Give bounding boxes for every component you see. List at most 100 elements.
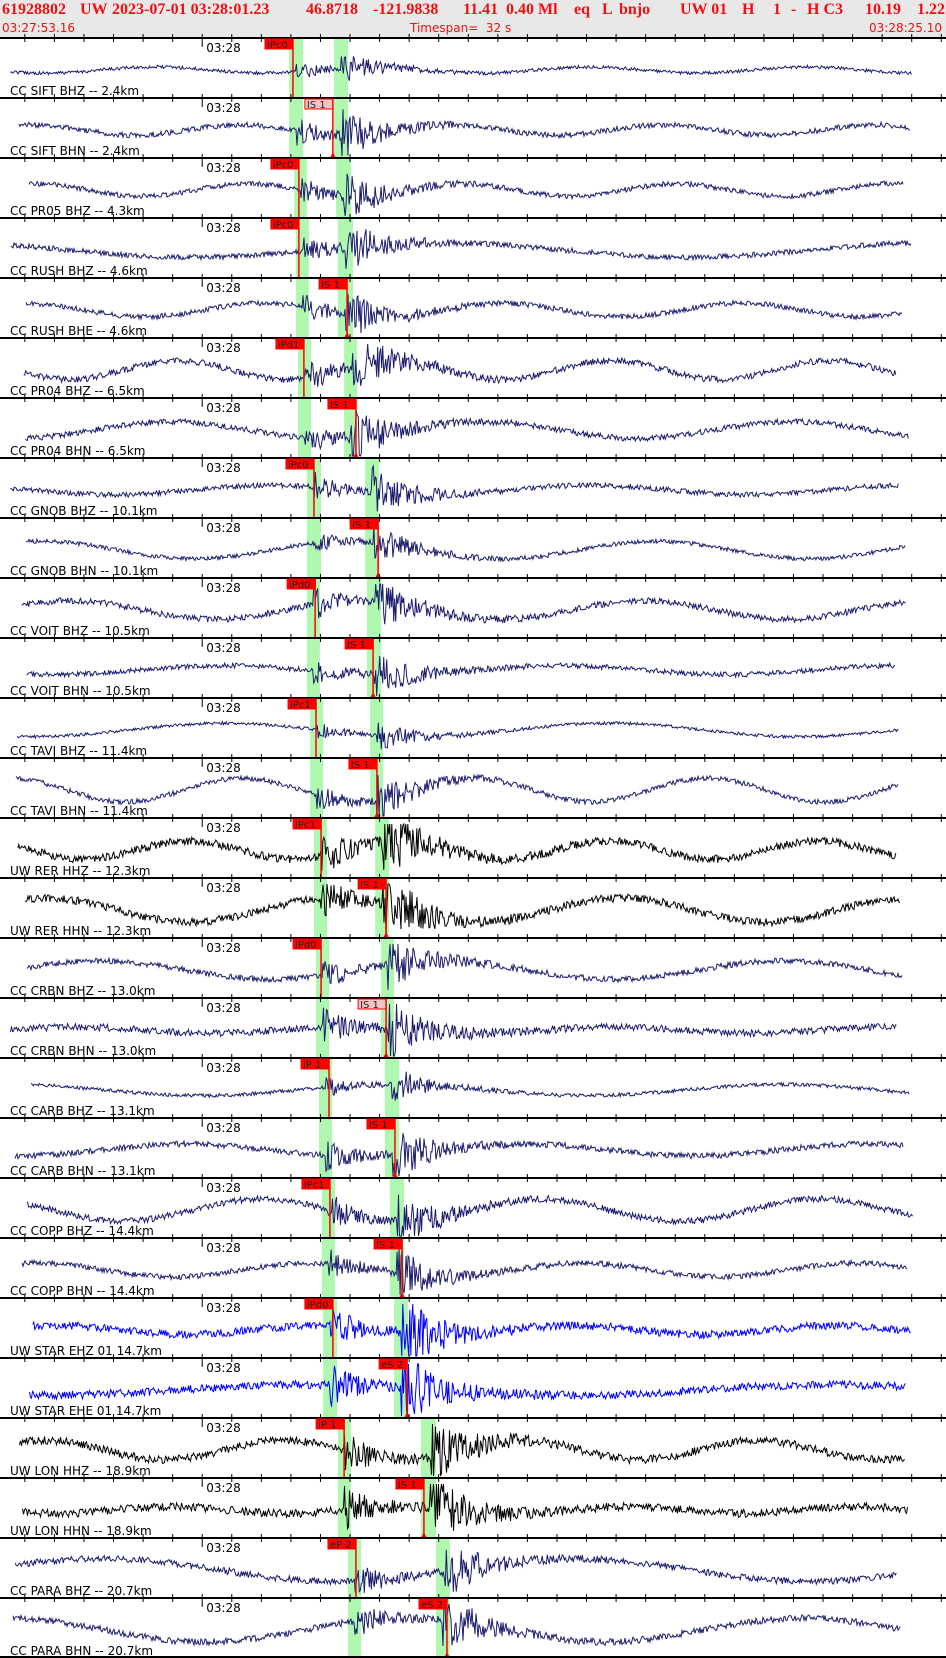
trace-row[interactable]: 03:28 UW RER HHN -- 12.3km IS 1 — [0, 874, 946, 938]
waveform — [12, 1603, 901, 1647]
phase-pick[interactable]: eS 2 — [378, 1358, 411, 1418]
trace-row[interactable]: 03:28 CC CRBN BHZ -- 13.0km iPd0 — [0, 934, 946, 998]
phase-pick[interactable]: iPd0 — [292, 938, 322, 998]
waveform — [30, 1071, 910, 1101]
trace-row[interactable]: 03:28 CC PARA BHZ -- 20.7km eP 2 — [0, 1534, 946, 1598]
waveform — [24, 883, 900, 937]
phase-pick[interactable]: IS 1 — [357, 878, 390, 938]
trace-row[interactable]: 03:28 CC GNOB BHZ -- 10.1km iPc0 — [0, 454, 946, 518]
waveform — [14, 1133, 904, 1177]
channel-label: UW RER HHZ -- 12.3km — [10, 864, 150, 878]
phase-pick[interactable]: iP 1 — [315, 1418, 345, 1478]
minute-label: 03:28 — [206, 41, 241, 55]
phase-pick[interactable]: IS 1 — [327, 398, 359, 458]
trace-row[interactable]: 03:28 CC SIFT BHN -- 2.4km IS 1 — [0, 94, 946, 158]
phase-pick[interactable]: IS 1 — [366, 1118, 398, 1178]
pick-label: iPc0 — [267, 40, 288, 51]
waveform — [27, 1194, 913, 1237]
trace-row[interactable]: 03:28 CC CARB BHZ -- 13.1km iP 1 — [0, 1054, 946, 1118]
trace-row[interactable]: 03:28 UW STAR EHE 01 14.7km eS 2 — [0, 1354, 946, 1418]
flag-3: - — [791, 1, 797, 18]
waveform — [23, 343, 897, 387]
channel-label: CC RUSH BHZ -- 4.6km — [10, 264, 148, 278]
trace-row[interactable]: 03:28 UW STAR EHZ 01 14.7km iPd0 — [0, 1294, 946, 1358]
pick-marker-icon — [420, 1532, 427, 1538]
trace-row[interactable]: 03:28 CC PR04 BHN -- 6.5km IS 1 — [0, 394, 946, 458]
channel-label: CC PR04 BHN -- 6.5km — [10, 444, 145, 458]
phase-pick[interactable]: iPd1 — [275, 338, 305, 398]
latitude: 46.8718 — [306, 1, 358, 18]
trace-row[interactable]: 03:28 CC RUSH BHZ -- 4.6km iPc0 — [0, 214, 946, 278]
phase-pick[interactable]: IS 1 — [357, 998, 390, 1058]
trace-row[interactable]: 03:28 CC TAVI BHZ -- 11.4km iPc1 — [0, 694, 946, 758]
trace-row[interactable]: 03:28 CC COPP BHZ -- 14.4km iPc1 — [0, 1174, 946, 1238]
trace-row[interactable]: 03:28 CC VOIT BHZ -- 10.5km iPd0 — [0, 574, 946, 638]
phase-pick[interactable]: IS 1 — [304, 98, 336, 158]
s-window — [389, 1178, 405, 1238]
trace-row[interactable]: 03:28 UW LON HHZ -- 18.9km iP 1 — [0, 1414, 946, 1478]
event-header: 61928802 UW 2023-07-01 03:28:01.23 46.87… — [0, 0, 946, 38]
author: bnjo — [619, 1, 651, 18]
waveform — [22, 1483, 908, 1531]
pick-marker-icon — [383, 932, 390, 938]
trace-row[interactable]: 03:28 CC RUSH BHE -- 4.6km IS 1 — [0, 274, 946, 338]
phase-pick[interactable]: iPc0 — [285, 458, 315, 518]
trace-row[interactable]: 03:28 CC SIFT BHZ -- 2.4km iPc0 — [0, 34, 946, 98]
pick-label: iPc0 — [273, 220, 294, 231]
event-type: eq — [574, 1, 590, 18]
phase-pick[interactable]: iPc1 — [292, 818, 322, 878]
trace-row[interactable]: 03:28 CC TAVI BHN -- 11.4km IS 1 — [0, 754, 946, 818]
waveform — [26, 943, 903, 990]
trace-row[interactable]: 03:28 CC CRBN BHN -- 13.0km IS 1 — [0, 994, 946, 1058]
pick-marker-icon — [383, 1052, 390, 1058]
trace-row[interactable]: 03:28 CC PR05 BHZ -- 4.3km iPc0 — [0, 154, 946, 218]
trace-row[interactable]: 03:28 CC CARB BHN -- 13.1km IS 1 — [0, 1114, 946, 1178]
waveform — [21, 1246, 908, 1295]
waveform — [25, 294, 903, 334]
minute-label: 03:28 — [206, 521, 241, 535]
phase-pick[interactable]: IS 1 — [395, 1478, 427, 1538]
phase-pick[interactable]: iPc1 — [301, 1178, 331, 1238]
phase-pick[interactable]: iPc0 — [264, 38, 294, 98]
waveform — [25, 526, 906, 563]
p-window — [289, 98, 304, 158]
phase-pick[interactable]: IS 1 — [349, 518, 382, 578]
pick-label: iPc1 — [304, 1180, 325, 1191]
phase-pick[interactable]: IS 1 — [344, 638, 377, 698]
trace-row[interactable]: 03:28 UW LON HHN -- 18.9km IS 1 — [0, 1474, 946, 1538]
pick-label: IS 1 — [360, 1000, 379, 1011]
pick-label: iPc1 — [290, 700, 311, 711]
pick-label: IS 1 — [307, 100, 326, 111]
p-window — [347, 1538, 361, 1598]
s-window — [370, 698, 384, 758]
minute-label: 03:28 — [206, 401, 241, 415]
phase-pick[interactable]: iPc0 — [270, 218, 300, 278]
minute-label: 03:28 — [206, 1181, 241, 1195]
phase-pick[interactable]: eP 2 — [327, 1538, 357, 1598]
pick-label: iP 1 — [303, 1060, 321, 1071]
phase-pick[interactable]: iPd0 — [286, 578, 316, 638]
waveform — [16, 720, 899, 750]
trace-row[interactable]: 03:28 CC VOIT BHN -- 10.5km IS 1 — [0, 634, 946, 698]
phase-pick[interactable]: iP 1 — [300, 1058, 330, 1118]
phase-pick[interactable]: IS 1 — [318, 278, 351, 338]
trace-row[interactable]: 03:28 CC COPP BHN -- 14.4km IS 1 — [0, 1234, 946, 1298]
pick-marker-icon — [391, 1172, 398, 1178]
s-window — [336, 158, 351, 218]
s-window — [365, 458, 379, 518]
phase-pick[interactable]: iPd0 — [304, 1298, 334, 1358]
pick-label: iPd1 — [278, 340, 300, 351]
trace-row[interactable]: 03:28 CC GNOB BHN -- 10.1km IS 1 — [0, 514, 946, 578]
l-flag: L — [602, 1, 613, 18]
phase-pick[interactable]: iPc0 — [270, 158, 300, 218]
phase-pick[interactable]: iPc1 — [287, 698, 317, 758]
trace-row[interactable]: 03:28 UW RER HHZ -- 12.3km iPc1 — [0, 814, 946, 878]
channel-label: CC SIFT BHN -- 2.4km — [10, 144, 140, 158]
trace-row[interactable]: 03:28 CC PR04 BHZ -- 6.5km iPd1 — [0, 334, 946, 398]
trace-row[interactable]: 03:28 CC PARA BHN -- 20.7km eS 2 — [0, 1594, 946, 1658]
channel-label: CC RUSH BHE -- 4.6km — [10, 324, 147, 338]
phase-pick[interactable]: IS 1 — [373, 1238, 406, 1298]
channel-label: CC VOIT BHN -- 10.5km — [10, 684, 151, 698]
phase-pick[interactable]: IS 1 — [348, 758, 380, 818]
